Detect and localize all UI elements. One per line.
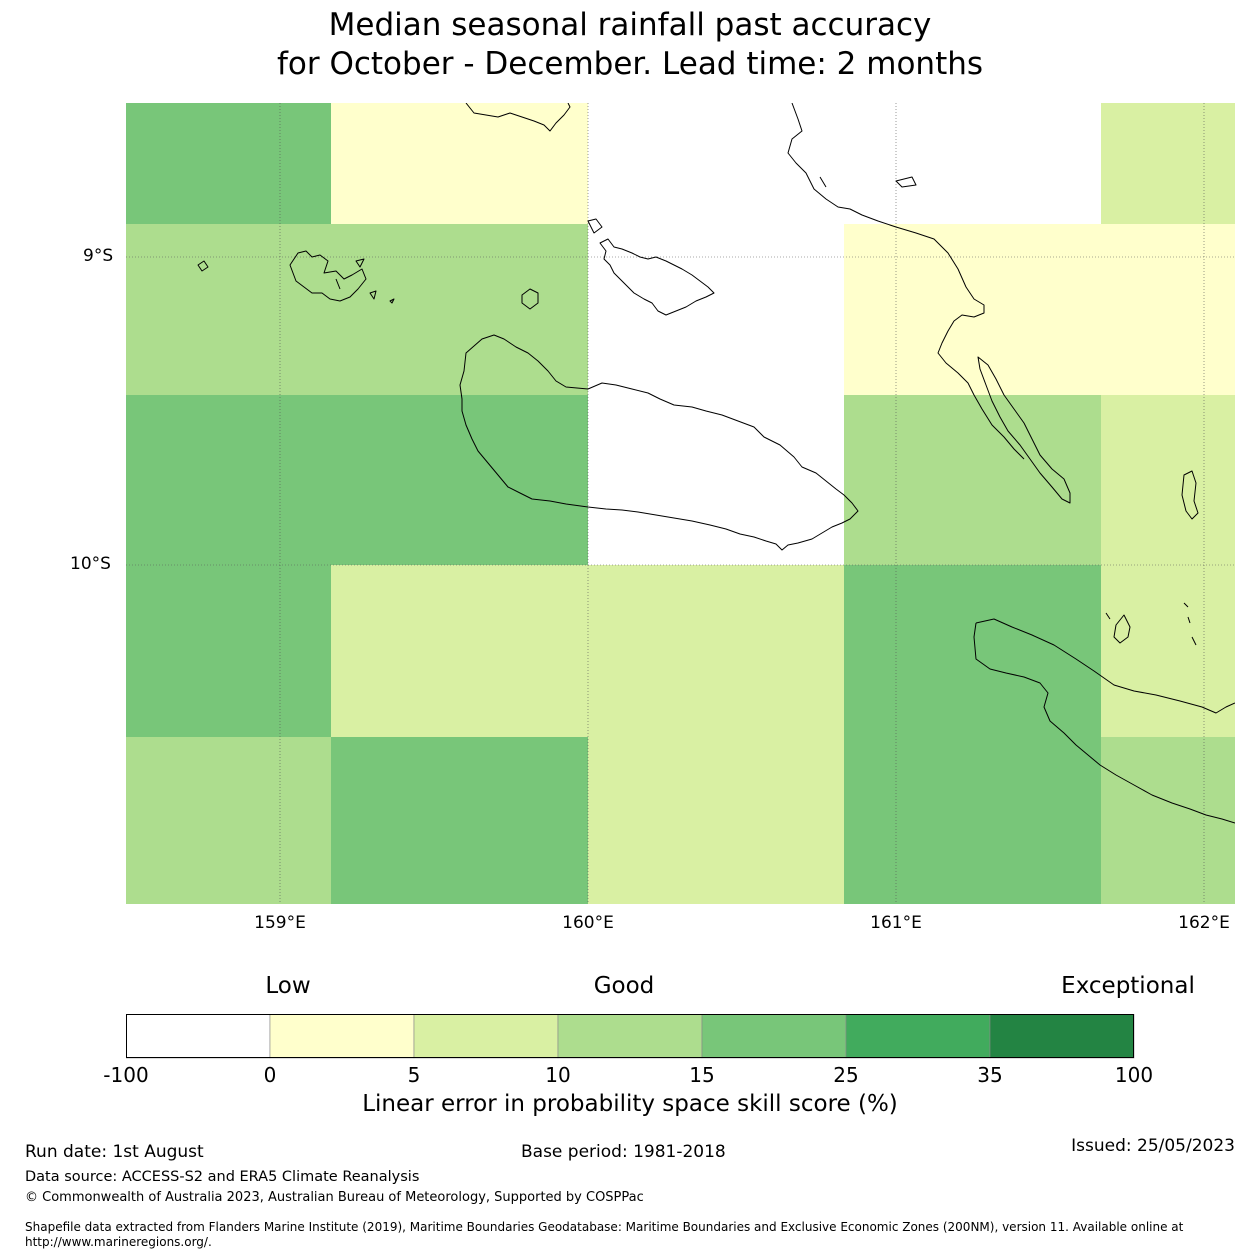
grid-cell <box>126 224 588 395</box>
colorbar-segment <box>701 1014 847 1059</box>
grid-cell <box>844 224 1235 395</box>
colorbar-tick: 5 <box>407 1063 421 1087</box>
coastline-islet <box>197 260 209 272</box>
shapefile-credit-line2: http://www.marineregions.org/. <box>25 1235 212 1249</box>
colorbar-label-exceptional: Exceptional <box>1061 973 1195 999</box>
grid-cell <box>844 565 1101 737</box>
data-source: Data source: ACCESS-S2 and ERA5 Climate … <box>25 1169 420 1185</box>
colorbar-title: Linear error in probability space skill … <box>362 1091 898 1117</box>
colorbar-segment <box>557 1014 703 1059</box>
colorbar-tick: 25 <box>833 1063 859 1087</box>
coastline-maramasike <box>977 356 1071 504</box>
coastlines <box>197 103 1235 824</box>
coastline-malaita <box>787 103 1025 460</box>
grid-cell <box>588 103 1101 224</box>
grid-cell <box>126 565 331 737</box>
colorbar-tick: 15 <box>689 1063 715 1087</box>
grid-cell <box>588 737 844 904</box>
colorbar-segments <box>126 1014 1135 1059</box>
colorbar-label-good: Good <box>593 973 655 999</box>
grid-cell <box>1101 565 1235 737</box>
colorbar-tick: 100 <box>1114 1063 1154 1087</box>
grid-cell <box>331 565 844 737</box>
colorbar-segment <box>989 1014 1135 1059</box>
grid-cell <box>1101 103 1235 224</box>
grid-cell <box>1101 737 1235 904</box>
colorbar <box>126 1014 1135 1059</box>
grid-cell <box>1101 395 1235 565</box>
colorbar-tick: 10 <box>545 1063 571 1087</box>
coastline-nggela <box>587 218 715 316</box>
coastline-islet <box>521 288 539 310</box>
colorbar-tick: -100 <box>103 1063 149 1087</box>
grid-cell <box>126 103 331 224</box>
grid-cell <box>844 737 1101 904</box>
grid-cell <box>126 395 588 565</box>
lon-tick-label: 162°E <box>1178 913 1230 933</box>
coastline-russell-islands <box>289 250 367 302</box>
coastline-islet <box>369 290 377 300</box>
base-period: Base period: 1981-2018 <box>521 1142 726 1162</box>
coastline-islet <box>1113 614 1131 644</box>
copyright: © Commonwealth of Australia 2023, Austra… <box>25 1190 644 1205</box>
lat-tick-label: 9°S <box>83 246 114 266</box>
map-title-line2: for October - December. Lead time: 2 mon… <box>276 46 984 82</box>
skill-grid <box>126 103 1235 904</box>
coastline-guadalcanal <box>459 334 859 551</box>
issued-date: Issued: 25/05/2023 <box>1071 1136 1235 1156</box>
graticule <box>126 103 1235 904</box>
colorbar-segment <box>845 1014 991 1059</box>
colorbar-tick: 0 <box>263 1063 277 1087</box>
coastline-islet <box>1181 470 1199 520</box>
coastline-islet <box>1105 602 1197 646</box>
run-date: Run date: 1st August <box>25 1142 204 1162</box>
colorbar-label-low: Low <box>265 973 311 999</box>
lon-tick-label: 160°E <box>562 913 614 933</box>
lon-tick-label: 159°E <box>254 913 306 933</box>
grid-cell <box>588 395 844 565</box>
lon-tick-label: 161°E <box>870 913 922 933</box>
grid-cell <box>844 395 1101 565</box>
colorbar-segment <box>269 1014 415 1059</box>
grid-cell <box>588 224 844 395</box>
grid-cell <box>331 737 588 904</box>
coastline-makira <box>973 618 1235 824</box>
colorbar-frame <box>126 1014 1134 1058</box>
coastline-islet <box>389 298 395 304</box>
rainfall-accuracy-map <box>126 103 1235 904</box>
coastline-santa-isabel <box>465 103 571 132</box>
colorbar-segment <box>126 1014 271 1059</box>
grid-cell <box>331 103 588 224</box>
map-title-line1: Median seasonal rainfall past accuracy <box>328 7 932 43</box>
grid-cell <box>126 737 331 904</box>
lat-tick-label: 10°S <box>70 554 111 574</box>
shapefile-credit-line1: Shapefile data extracted from Flanders M… <box>25 1220 1184 1234</box>
colorbar-tick: 35 <box>977 1063 1003 1087</box>
colorbar-segment <box>413 1014 559 1059</box>
